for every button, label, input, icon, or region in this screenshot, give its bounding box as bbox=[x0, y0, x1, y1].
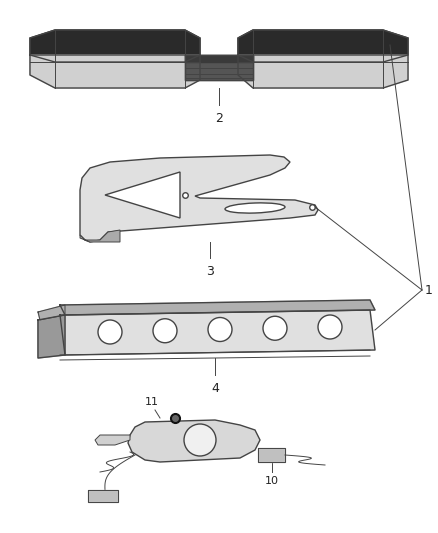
Text: 3: 3 bbox=[206, 265, 214, 278]
Polygon shape bbox=[238, 55, 408, 80]
Text: 4: 4 bbox=[211, 382, 219, 395]
Polygon shape bbox=[128, 420, 260, 462]
Polygon shape bbox=[238, 55, 408, 88]
Text: 10: 10 bbox=[265, 476, 279, 486]
Polygon shape bbox=[80, 230, 120, 242]
Circle shape bbox=[184, 424, 216, 456]
Polygon shape bbox=[30, 55, 200, 80]
Polygon shape bbox=[105, 172, 180, 218]
Circle shape bbox=[98, 320, 122, 344]
Polygon shape bbox=[238, 30, 408, 62]
Circle shape bbox=[263, 316, 287, 340]
Circle shape bbox=[208, 318, 232, 342]
Polygon shape bbox=[185, 55, 253, 62]
Text: 2: 2 bbox=[215, 112, 223, 125]
Polygon shape bbox=[95, 435, 130, 445]
Polygon shape bbox=[60, 310, 375, 355]
Circle shape bbox=[153, 319, 177, 343]
Polygon shape bbox=[185, 55, 253, 80]
Text: 1: 1 bbox=[425, 284, 433, 296]
Polygon shape bbox=[30, 30, 200, 62]
Polygon shape bbox=[258, 448, 285, 462]
Circle shape bbox=[318, 315, 342, 339]
Ellipse shape bbox=[225, 203, 285, 213]
Polygon shape bbox=[30, 55, 200, 88]
Polygon shape bbox=[38, 315, 65, 358]
Polygon shape bbox=[80, 155, 318, 242]
Polygon shape bbox=[60, 300, 375, 315]
Text: 11: 11 bbox=[145, 397, 159, 407]
Polygon shape bbox=[88, 490, 118, 502]
Polygon shape bbox=[38, 305, 65, 320]
